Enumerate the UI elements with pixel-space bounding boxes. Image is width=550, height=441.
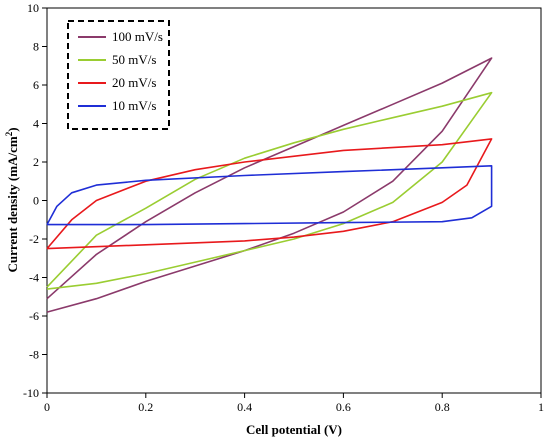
legend-label: 50 mV/s [112,52,156,67]
series-layer [46,57,493,313]
series-line [46,138,493,250]
y-axis-title-close: ) [5,127,20,131]
y-tick-label: 6 [33,78,39,92]
y-tick-label: 10 [27,1,39,15]
x-tick-label: 0.2 [138,400,153,414]
legend-box [67,20,170,130]
axis-ticks: 0 0.2 0.4 0.6 0.8 1 -10 -8 -6 -4 -2 0 2 4 6 8 10 [23,1,544,414]
legend-label: 100 mV/s [112,29,163,44]
x-axis-title: Cell potential (V) [246,422,342,437]
y-tick-label: -8 [29,348,39,362]
series-line [46,57,493,313]
y-tick-label: -10 [23,386,39,400]
legend-label: 10 mV/s [112,98,156,113]
x-tick-label: 1 [538,400,544,414]
legend-label: 20 mV/s [112,75,156,90]
y-tick-label: 0 [33,194,39,208]
y-tick-label: 8 [33,40,39,54]
legend: 100 mV/s 50 mV/s 20 mV/s 10 mV/s [67,20,170,130]
y-tick-label: -6 [29,309,39,323]
y-axis-title-sup: 2 [4,131,14,136]
y-tick-label: 2 [33,155,39,169]
y-tick-label: 4 [33,117,39,131]
x-tick-label: 0 [44,400,50,414]
y-tick-label: -2 [29,232,39,246]
series-line [46,91,493,290]
series-line [46,165,493,226]
y-axis-title-main: Current density (mA/cm [5,136,20,272]
y-tick-label: -4 [29,271,39,285]
y-axis-title: Current density (mA/cm2) [4,127,20,272]
x-tick-label: 0.4 [237,400,252,414]
x-tick-label: 0.6 [336,400,351,414]
x-tick-label: 0.8 [435,400,450,414]
